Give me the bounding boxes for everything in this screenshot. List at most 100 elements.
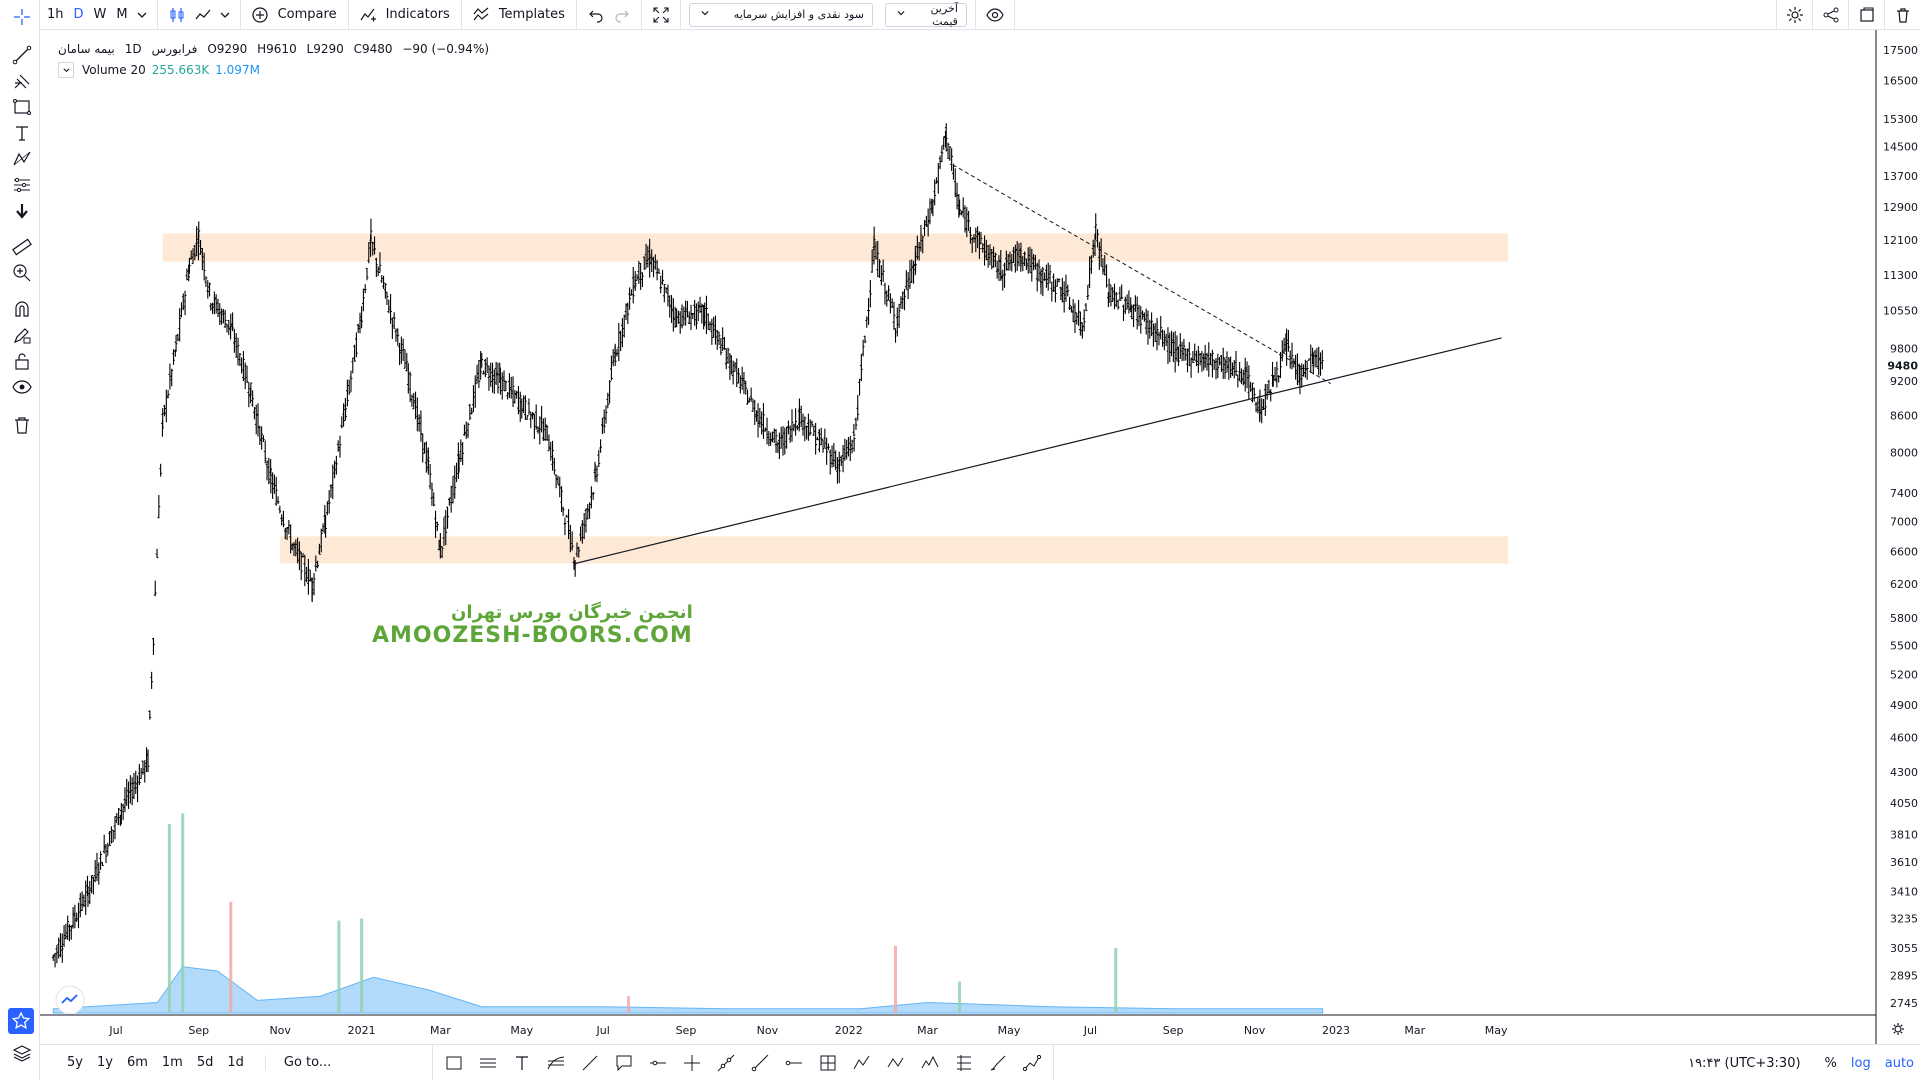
magnet-icon[interactable] [11, 298, 33, 320]
cross-line-icon[interactable] [675, 1049, 709, 1077]
price-bar [1150, 312, 1153, 337]
price-select[interactable]: آخرین قیمت [884, 2, 967, 28]
arrow-down-icon[interactable] [11, 200, 33, 222]
plus-circle-icon[interactable] [247, 0, 273, 30]
text-icon[interactable] [11, 122, 33, 144]
resistance-zone[interactable] [162, 233, 1509, 262]
horizontal-ray-icon[interactable] [641, 1049, 675, 1077]
volume-collapse-button[interactable] [58, 62, 74, 78]
zoom-in-icon[interactable] [11, 262, 33, 284]
interval-m-button[interactable]: M [116, 6, 128, 22]
prediction-icon[interactable] [11, 174, 33, 196]
price-bar [650, 249, 654, 273]
chevron-down-icon[interactable] [216, 0, 234, 30]
rectangle-icon[interactable] [11, 96, 33, 118]
pitchfork-icon[interactable] [11, 70, 33, 92]
fib-icon[interactable] [539, 1049, 573, 1077]
range-1y-button[interactable]: 1y [96, 1055, 113, 1070]
indicators-button[interactable]: Indicators [385, 6, 450, 22]
abc-pattern-icon[interactable] [879, 1049, 913, 1077]
parallel-channel-icon[interactable] [471, 1049, 505, 1077]
gear-icon[interactable] [1776, 0, 1812, 30]
interval-w-button[interactable]: W [93, 6, 107, 22]
price-bar [342, 403, 345, 427]
ruler-icon[interactable] [11, 236, 33, 258]
price-bar [242, 351, 245, 382]
price-tick-label: 5500 [1890, 639, 1918, 652]
line-chart-icon[interactable] [190, 0, 216, 30]
text-icon[interactable] [505, 1049, 539, 1077]
gear-icon[interactable] [1892, 1023, 1904, 1035]
crosshair-icon[interactable] [11, 6, 33, 28]
price-bar [710, 318, 714, 345]
price-bar [434, 510, 437, 539]
support-trendline[interactable] [575, 337, 1502, 565]
extended-line-icon[interactable] [709, 1049, 743, 1077]
horizontal-line-icon[interactable] [777, 1049, 811, 1077]
price-bar [914, 252, 917, 273]
path-icon[interactable] [1015, 1049, 1049, 1077]
interval-1h-button[interactable]: 1h [47, 6, 64, 22]
star-icon[interactable] [8, 1008, 34, 1034]
resistance-trendline[interactable] [952, 164, 1331, 385]
price-bar [986, 244, 990, 268]
interval-d-button[interactable]: D [73, 6, 84, 22]
log-toggle[interactable]: log [1850, 1055, 1871, 1071]
chevron-down-icon[interactable] [133, 0, 151, 30]
legend-low: L9290 [306, 42, 344, 56]
date-price-range-icon[interactable] [811, 1049, 845, 1077]
indicators-icon[interactable] [355, 0, 381, 30]
abcd-pattern-icon[interactable] [845, 1049, 879, 1077]
price-bar [1052, 273, 1056, 292]
price-bar [534, 404, 538, 430]
compare-button[interactable]: Compare [277, 6, 337, 22]
fullscreen-icon[interactable] [648, 0, 674, 30]
pattern-icon[interactable] [11, 148, 33, 170]
templates-button[interactable]: Templates [498, 6, 565, 22]
time-axis[interactable]: Jul Sep Nov 2021 Mar May Jul Sep Nov 2022 Mar May Ju… [108, 1024, 1508, 1037]
redo-icon[interactable] [609, 0, 635, 30]
trash-icon[interactable] [11, 414, 33, 436]
symbol-name[interactable]: بیمه سامان [58, 42, 115, 56]
goto-button[interactable]: Go to... [264, 1055, 338, 1070]
trendlines-layer [575, 164, 1502, 565]
price-bar [1032, 254, 1036, 271]
share-icon[interactable] [1812, 0, 1848, 30]
support-zone[interactable] [280, 536, 1509, 564]
indicator-select[interactable]: سود نقدی و افزایش سرمایه [688, 2, 873, 27]
price-bar [1191, 350, 1195, 364]
elliott-wave-icon[interactable] [913, 1049, 947, 1077]
percent-toggle[interactable]: % [1824, 1055, 1837, 1071]
trend-line-icon[interactable] [573, 1049, 607, 1077]
snapshot-icon[interactable] [1848, 0, 1884, 30]
layers-icon[interactable] [11, 1042, 33, 1064]
fib-timezone-icon[interactable] [947, 1049, 981, 1077]
price-axis[interactable]: 17500 16500 15300 14500 13700 12900 12100 11300… [1883, 44, 1918, 1010]
clock-display[interactable]: ۱۹:۴۳ (UTC+3:30) [1688, 1055, 1801, 1071]
range-5d-button[interactable]: 5d [196, 1055, 214, 1070]
templates-icon[interactable] [468, 0, 494, 30]
range-1d-button[interactable]: 1d [227, 1055, 244, 1070]
price-bar [522, 395, 525, 414]
price-bar [369, 218, 373, 242]
trash-icon[interactable] [1884, 0, 1920, 30]
auto-toggle[interactable]: auto [1884, 1055, 1914, 1071]
chart-area[interactable]: 17500 16500 15300 14500 13700 12900 12100 11300… [40, 30, 1920, 1044]
candles-icon[interactable] [164, 0, 190, 30]
ray-icon[interactable] [743, 1049, 777, 1077]
lock-icon[interactable] [11, 350, 33, 372]
brush-icon[interactable] [981, 1049, 1015, 1077]
callout-icon[interactable] [607, 1049, 641, 1077]
time-tick-label: May [998, 1024, 1021, 1037]
rectangle-icon[interactable] [437, 1049, 471, 1077]
eye-icon[interactable] [11, 376, 33, 398]
range-1m-button[interactable]: 1m [161, 1055, 183, 1070]
range-6m-button[interactable]: 6m [126, 1055, 148, 1070]
price-bar [995, 260, 999, 279]
price-bar [1004, 250, 1008, 271]
range-5y-button[interactable]: 5y [67, 1055, 83, 1070]
trend-line-icon[interactable] [11, 44, 33, 66]
pencil-lock-icon[interactable] [11, 324, 33, 346]
eye-icon[interactable] [982, 0, 1008, 30]
undo-icon[interactable] [583, 0, 609, 30]
